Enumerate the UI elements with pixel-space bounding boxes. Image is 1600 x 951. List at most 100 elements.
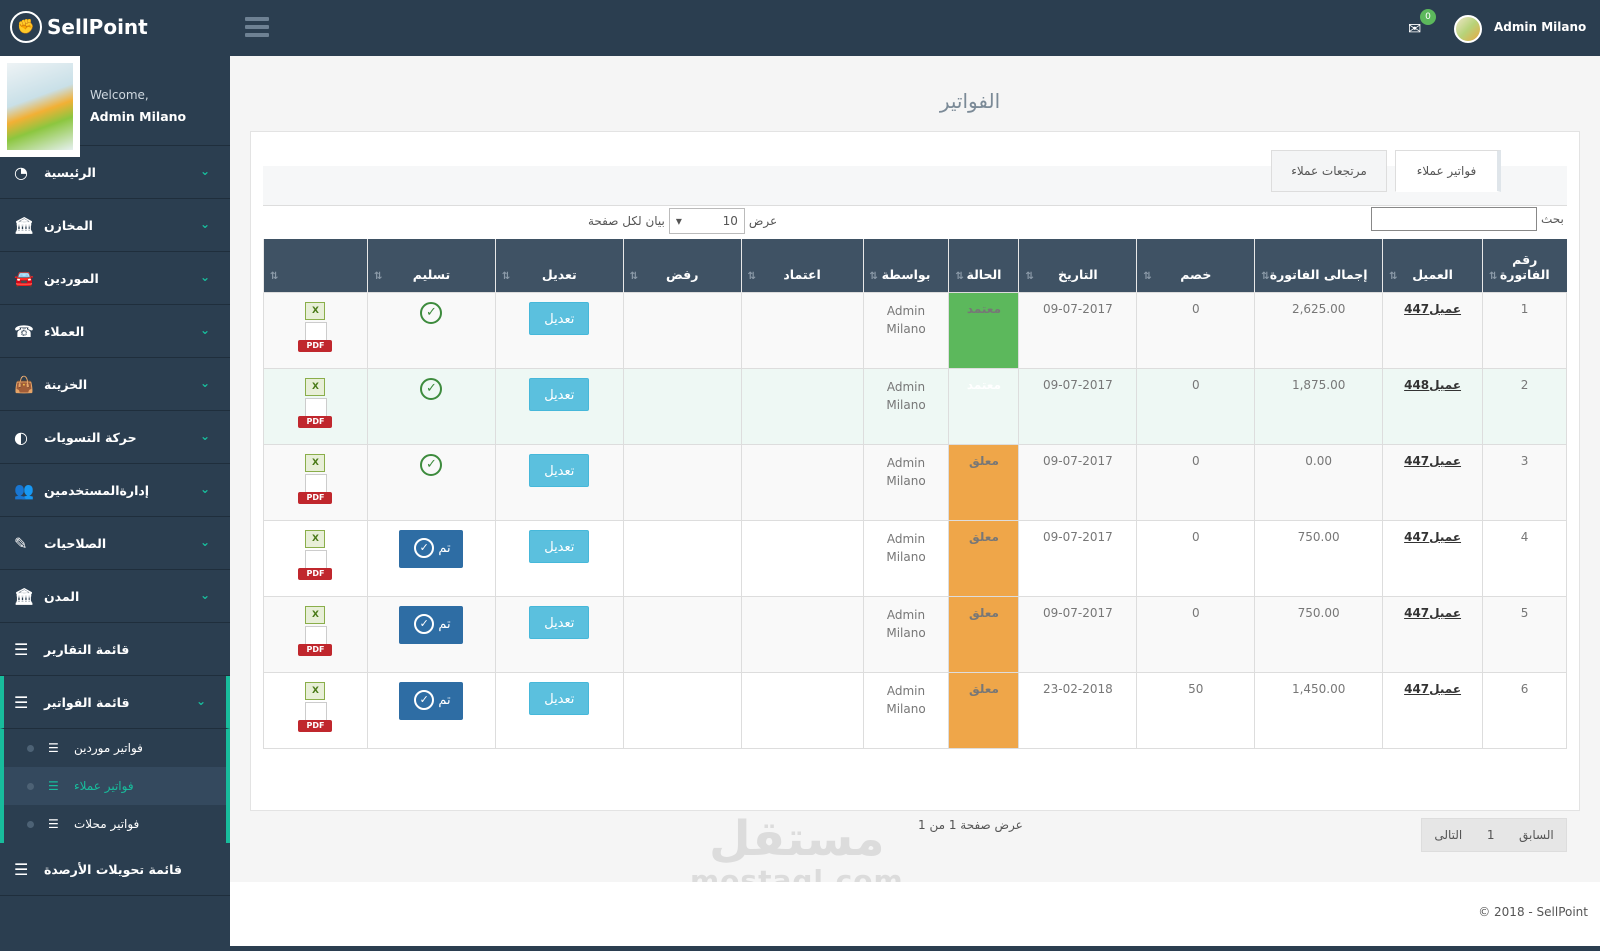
files-cell: X PDF <box>263 595 368 673</box>
client-link[interactable]: عميل447 <box>1404 605 1462 620</box>
sidebar-subitem-0[interactable]: ☰ فواتير موردين <box>4 729 226 767</box>
client-link[interactable]: عميل447 <box>1404 529 1462 544</box>
column-header-10[interactable]: تسليم ⇅ <box>366 239 496 292</box>
sidebar-item-10[interactable]: ☰ قائمة الفواتير ⌄ <box>0 676 230 729</box>
sidebar-item-1[interactable]: 🏛 المخازن ⌄ <box>0 199 230 252</box>
pdf-icon[interactable]: PDF <box>298 473 333 504</box>
sidebar-item-4[interactable]: 👜 الخزينة ⌄ <box>0 358 230 411</box>
column-header-3[interactable]: خصم ⇅ <box>1136 239 1255 292</box>
approve-cell <box>740 367 864 445</box>
excel-icon[interactable]: X <box>305 301 326 320</box>
client-link[interactable]: عميل448 <box>1404 377 1462 392</box>
invoice-number: 1 <box>1482 291 1567 369</box>
page-length-select[interactable]: ▾ 10 <box>668 208 745 234</box>
delivered-label: تم <box>438 616 451 632</box>
column-header-1[interactable]: العميل ⇅ <box>1382 239 1483 292</box>
pdf-icon[interactable]: PDF <box>298 397 333 428</box>
pdf-icon[interactable]: PDF <box>298 321 333 352</box>
dashboard-icon: ◔ <box>14 162 28 182</box>
tab-customer-returns[interactable]: مرتجعات عملاء <box>1271 150 1387 192</box>
app-logo[interactable]: ✊ SellPoint <box>10 11 148 43</box>
sidebar-subitem-1[interactable]: ☰ فواتير عملاء <box>4 767 226 805</box>
user-name[interactable]: Admin Milano <box>1494 20 1587 34</box>
pagination-next[interactable]: التالى <box>1434 828 1463 842</box>
excel-icon[interactable]: X <box>305 377 326 396</box>
edit-button[interactable]: تعديل <box>529 301 590 335</box>
sidebar-item-9[interactable]: ☰ قائمة التقارير <box>0 623 230 676</box>
sort-icon: ⇅ <box>869 270 878 282</box>
status-badge: معلق <box>948 443 1020 521</box>
profile-picture <box>0 56 80 157</box>
pdf-label: PDF <box>298 415 333 428</box>
approve-cell <box>740 671 864 749</box>
delivered-button[interactable]: تم ✓ <box>399 605 464 644</box>
client-link[interactable]: عميل447 <box>1404 453 1462 468</box>
delivered-button[interactable]: تم ✓ <box>399 529 464 568</box>
invoice-number: 6 <box>1482 671 1567 749</box>
sidebar-item-5[interactable]: ◐ حركة التسويات ⌄ <box>0 411 230 464</box>
sidebar-item-8[interactable]: 🏛 المدن ⌄ <box>0 570 230 623</box>
user-avatar[interactable] <box>1454 15 1482 43</box>
edit-cell: تعديل <box>494 443 624 521</box>
client-link[interactable]: عميل447 <box>1404 681 1462 696</box>
sort-icon: ⇅ <box>1261 270 1270 282</box>
column-header-label: الحالة <box>966 266 1002 282</box>
delivered-button[interactable]: تم ✓ <box>399 681 464 720</box>
status-badge: معتمد <box>948 367 1020 445</box>
excel-icon[interactable]: X <box>305 681 326 700</box>
edit-cell: تعديل <box>494 291 624 369</box>
sidebar-item-label: الرئيسية <box>44 164 96 180</box>
pdf-icon[interactable]: PDF <box>298 625 333 656</box>
sidebar-item-3[interactable]: ☎ العملاء ⌄ <box>0 305 230 358</box>
pagination-prev[interactable]: السابق <box>1519 828 1554 842</box>
edit-cell: تعديل <box>494 671 624 749</box>
column-header-8[interactable]: رفض ⇅ <box>622 239 742 292</box>
sidebar-subitem-2[interactable]: ☰ فواتير محلات <box>4 805 226 843</box>
invoices-panel: فواتير عملاء مرتجعات عملاء عرض ▾ 10 بيان… <box>250 131 1580 852</box>
column-header-11[interactable]: ⇅ <box>263 239 368 292</box>
created-by-last: Milano <box>886 321 926 336</box>
pdf-icon[interactable]: PDF <box>298 549 333 580</box>
column-header-5[interactable]: الحالة ⇅ <box>948 239 1019 292</box>
sidebar-item-2[interactable]: 🚘 الموردين ⌄ <box>0 252 230 305</box>
sort-icon: ⇅ <box>629 270 639 282</box>
invoices-table: رقم الفاتورة ⇅ العميل ⇅ إجمالى الفاتورة ⇅ خصم ⇅… <box>263 239 1567 749</box>
edit-button[interactable]: تعديل <box>529 377 590 411</box>
sidebar-item-6[interactable]: 👥 إدارةالمستخدمين ⌄ <box>0 464 230 517</box>
created-by-last: Milano <box>886 701 926 716</box>
edit-button[interactable]: تعديل <box>529 453 590 487</box>
tab-customer-invoices[interactable]: فواتير عملاء <box>1395 150 1501 192</box>
length-label-post: بيان لكل صفحة <box>588 214 665 228</box>
pagination-page[interactable]: 1 <box>1486 828 1495 842</box>
check-circle-icon: ✓ <box>420 377 443 400</box>
status-badge: معلق <box>948 671 1020 749</box>
excel-icon[interactable]: X <box>305 605 326 624</box>
column-header-0[interactable]: رقم الفاتورة ⇅ <box>1482 239 1567 292</box>
table-row: 3 عميل447 0.00 0 09-07-2017 معلق Admin Milano تع… <box>263 443 1567 521</box>
sidebar-item-balance-transfers[interactable]: ☰ قائمة تحويلات الأرصدة <box>0 843 230 896</box>
edit-button[interactable]: تعديل <box>529 529 590 563</box>
menu-toggle-icon[interactable] <box>245 17 269 41</box>
column-header-4[interactable]: التاريخ ⇅ <box>1018 239 1137 292</box>
client-link[interactable]: عميل447 <box>1404 301 1462 316</box>
excel-icon[interactable]: X <box>305 529 326 548</box>
pdf-icon[interactable]: PDF <box>298 701 333 732</box>
column-header-6[interactable]: بواسطة ⇅ <box>862 239 949 292</box>
column-header-7[interactable]: اعتماد ⇅ <box>740 239 864 292</box>
mail-icon[interactable]: ✉ <box>1408 19 1422 38</box>
edit-button[interactable]: تعديل <box>529 605 590 639</box>
reject-cell <box>622 519 742 597</box>
chevron-down-icon: ⌄ <box>199 164 210 178</box>
sidebar-item-7[interactable]: ✎ الصلاحيات ⌄ <box>0 517 230 570</box>
chevron-down-icon: ⌄ <box>195 694 206 708</box>
page-length-control: عرض ▾ 10 بيان لكل صفحة <box>588 208 777 234</box>
table-header-row: رقم الفاتورة ⇅ العميل ⇅ إجمالى الفاتورة ⇅ خصم ⇅… <box>263 239 1567 292</box>
sidebar-item-0[interactable]: ◔ الرئيسية ⌄ <box>0 146 230 199</box>
edit-button[interactable]: تعديل <box>529 681 590 715</box>
excel-icon[interactable]: X <box>305 453 326 472</box>
column-header-2[interactable]: إجمالى الفاتورة ⇅ <box>1254 239 1383 292</box>
invoice-discount: 0 <box>1136 291 1256 369</box>
column-header-9[interactable]: تعديل ⇅ <box>494 239 624 292</box>
search-input[interactable] <box>1371 207 1537 231</box>
edit-cell: تعديل <box>494 519 624 597</box>
